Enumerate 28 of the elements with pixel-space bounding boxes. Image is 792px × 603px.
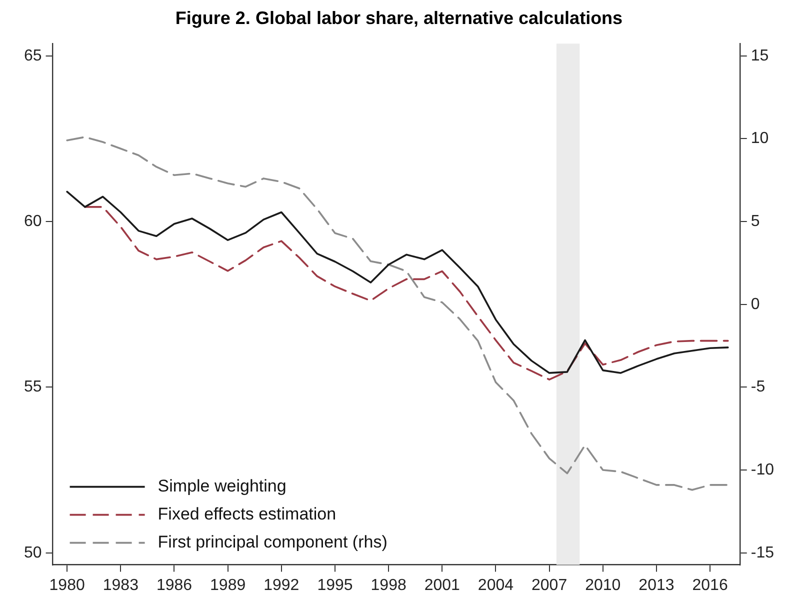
y2-tick-label: -5 <box>750 378 766 396</box>
y2-tick-label: 5 <box>750 212 760 230</box>
x-tick-label: 2010 <box>585 576 621 594</box>
legend-label: First principal component (rhs) <box>158 532 388 552</box>
y-tick-label: 50 <box>24 544 42 562</box>
x-tick-label: 1992 <box>264 576 300 594</box>
y2-tick-label: 10 <box>750 130 769 148</box>
y2-tick-label: 0 <box>750 296 760 313</box>
y-tick-label: 65 <box>24 47 42 64</box>
legend-label: Fixed effects estimation <box>158 504 336 524</box>
y2-tick-label: 15 <box>750 47 769 64</box>
legend-label: Simple weighting <box>158 476 286 496</box>
x-tick-label: 2013 <box>638 576 674 594</box>
y2-tick-label: -10 <box>750 461 774 478</box>
x-tick-label: 1995 <box>317 576 353 594</box>
x-tick-label: 1998 <box>370 576 406 594</box>
x-tick-label: 1989 <box>210 576 246 594</box>
x-tick-label: 1980 <box>49 576 85 594</box>
x-tick-label: 1986 <box>156 576 192 594</box>
x-tick-label: 2016 <box>692 576 728 594</box>
x-tick-label: 2004 <box>478 576 514 594</box>
y2-tick-label: -15 <box>750 544 774 562</box>
x-tick-label: 2007 <box>532 576 568 594</box>
x-tick-label: 1983 <box>102 576 139 594</box>
chart-title: Figure 2. Global labor share, alternative calculations <box>175 8 623 28</box>
x-tick-label: 2001 <box>424 576 460 594</box>
y-tick-label: 55 <box>24 378 42 396</box>
y-tick-label: 60 <box>24 212 42 230</box>
